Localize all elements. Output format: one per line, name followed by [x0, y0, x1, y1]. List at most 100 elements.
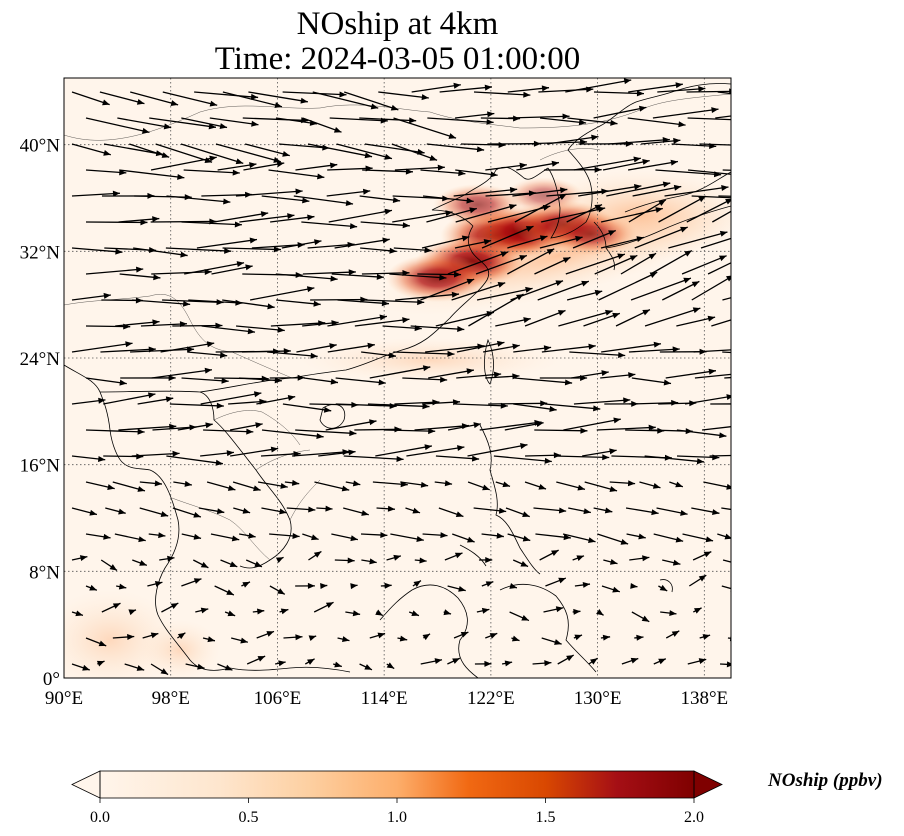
wind-arrow — [420, 169, 466, 177]
wind-arrow — [669, 481, 684, 488]
wind-arrow — [256, 630, 275, 639]
lat-tick-label: 40°N — [20, 136, 61, 157]
wind-arrow — [533, 507, 567, 514]
wind-arrow — [210, 533, 240, 542]
wind-arrow — [248, 91, 308, 104]
wind-arrow — [707, 262, 731, 275]
map-frame — [63, 77, 732, 679]
wind-arrow — [676, 315, 716, 327]
wind-arrow — [476, 286, 533, 301]
wind-arrow — [400, 481, 429, 488]
wind-arrow — [569, 351, 626, 359]
wind-arrow — [117, 117, 172, 130]
wind-arrow — [456, 371, 502, 379]
wind-arrow — [712, 210, 731, 223]
wind-arrow — [71, 555, 88, 562]
wind-arrow — [361, 351, 397, 359]
wind-arrow — [516, 160, 560, 171]
wind-arrow — [166, 195, 231, 205]
wind-arrow — [514, 193, 567, 223]
lat-tick-label: 0° — [43, 669, 60, 690]
wind-arrow — [314, 481, 350, 492]
wind-arrow — [313, 601, 334, 613]
wind-arrow — [320, 583, 328, 590]
wind-arrow — [71, 455, 106, 462]
wind-arrow — [593, 90, 645, 97]
wind-arrow — [435, 455, 480, 462]
wind-arrow — [181, 117, 228, 130]
wind-arrow — [451, 282, 506, 301]
wind-arrow — [269, 532, 300, 539]
wind-arrow — [658, 584, 668, 592]
wind-arrow — [376, 505, 396, 512]
wind-arrow — [367, 403, 430, 410]
wind-arrow — [173, 480, 192, 487]
wind-arrow — [632, 184, 682, 197]
wind-arrow — [85, 169, 127, 176]
wind-arrow — [534, 256, 571, 275]
wind-arrow — [541, 637, 562, 645]
wind-arrow — [427, 117, 494, 125]
wind-arrow — [139, 480, 163, 487]
wind-arrow — [573, 397, 631, 405]
wind-arrow — [600, 236, 645, 249]
wind-arrow — [354, 317, 410, 327]
wind-arrow — [295, 162, 338, 171]
wind-arrow — [603, 558, 618, 565]
wind-arrow — [359, 117, 417, 124]
wind-arrow — [279, 608, 289, 615]
wind-arrow — [562, 533, 596, 544]
colorbar-tick-label: 0.0 — [90, 809, 110, 826]
wind-arrow — [100, 559, 118, 572]
wind-arrow — [687, 658, 707, 665]
wind-arrow — [85, 219, 148, 226]
map-title: NOship at 4km — [296, 6, 499, 42]
wind-arrow — [327, 314, 388, 327]
wind-arrow — [85, 481, 115, 490]
wind-arrow — [540, 206, 606, 223]
wind-arrow — [627, 159, 679, 171]
wind-arrow — [222, 299, 275, 310]
wind-arrow — [609, 480, 636, 487]
wind-arrow — [505, 507, 530, 518]
wind-arrow — [103, 392, 156, 405]
wind-arrow — [600, 634, 611, 641]
wind-arrow — [328, 208, 393, 223]
wind-arrow — [546, 134, 599, 145]
wind-arrow — [598, 271, 658, 301]
wind-arrow — [582, 448, 617, 457]
wind-arrow — [525, 452, 561, 459]
wind-arrow — [241, 581, 251, 588]
wind-arrow — [583, 312, 621, 327]
wind-arrow — [686, 198, 731, 223]
wind-arrow — [563, 417, 621, 431]
wind-arrow — [411, 82, 461, 93]
wind-arrow — [626, 533, 646, 540]
wind-arrow — [573, 634, 583, 641]
wind-arrow — [693, 607, 702, 614]
lon-tick-label: 122°E — [467, 688, 515, 709]
wind-arrow — [112, 633, 135, 640]
wind-arrow — [161, 602, 179, 613]
wind-arrow — [327, 342, 375, 353]
wind-arrow — [628, 199, 667, 223]
wind-arrow — [71, 190, 121, 197]
wind-arrow — [331, 533, 358, 542]
wind-arrow — [129, 143, 170, 158]
wind-arrow — [628, 346, 680, 353]
wind-arrow — [181, 533, 202, 540]
wind-arrow — [455, 111, 495, 119]
wind-arrow — [139, 507, 169, 517]
wind-arrow — [120, 374, 176, 381]
wind-arrow — [438, 507, 464, 518]
wind-arrow — [181, 578, 202, 587]
wind-arrow — [85, 533, 111, 540]
wind-arrow — [558, 309, 613, 327]
wind-arrow — [557, 654, 575, 665]
wind-arrow — [476, 607, 490, 614]
wind-arrow — [710, 403, 731, 405]
wind-arrow — [99, 91, 145, 105]
wind-arrow — [222, 246, 281, 253]
wind-arrow — [85, 377, 127, 386]
